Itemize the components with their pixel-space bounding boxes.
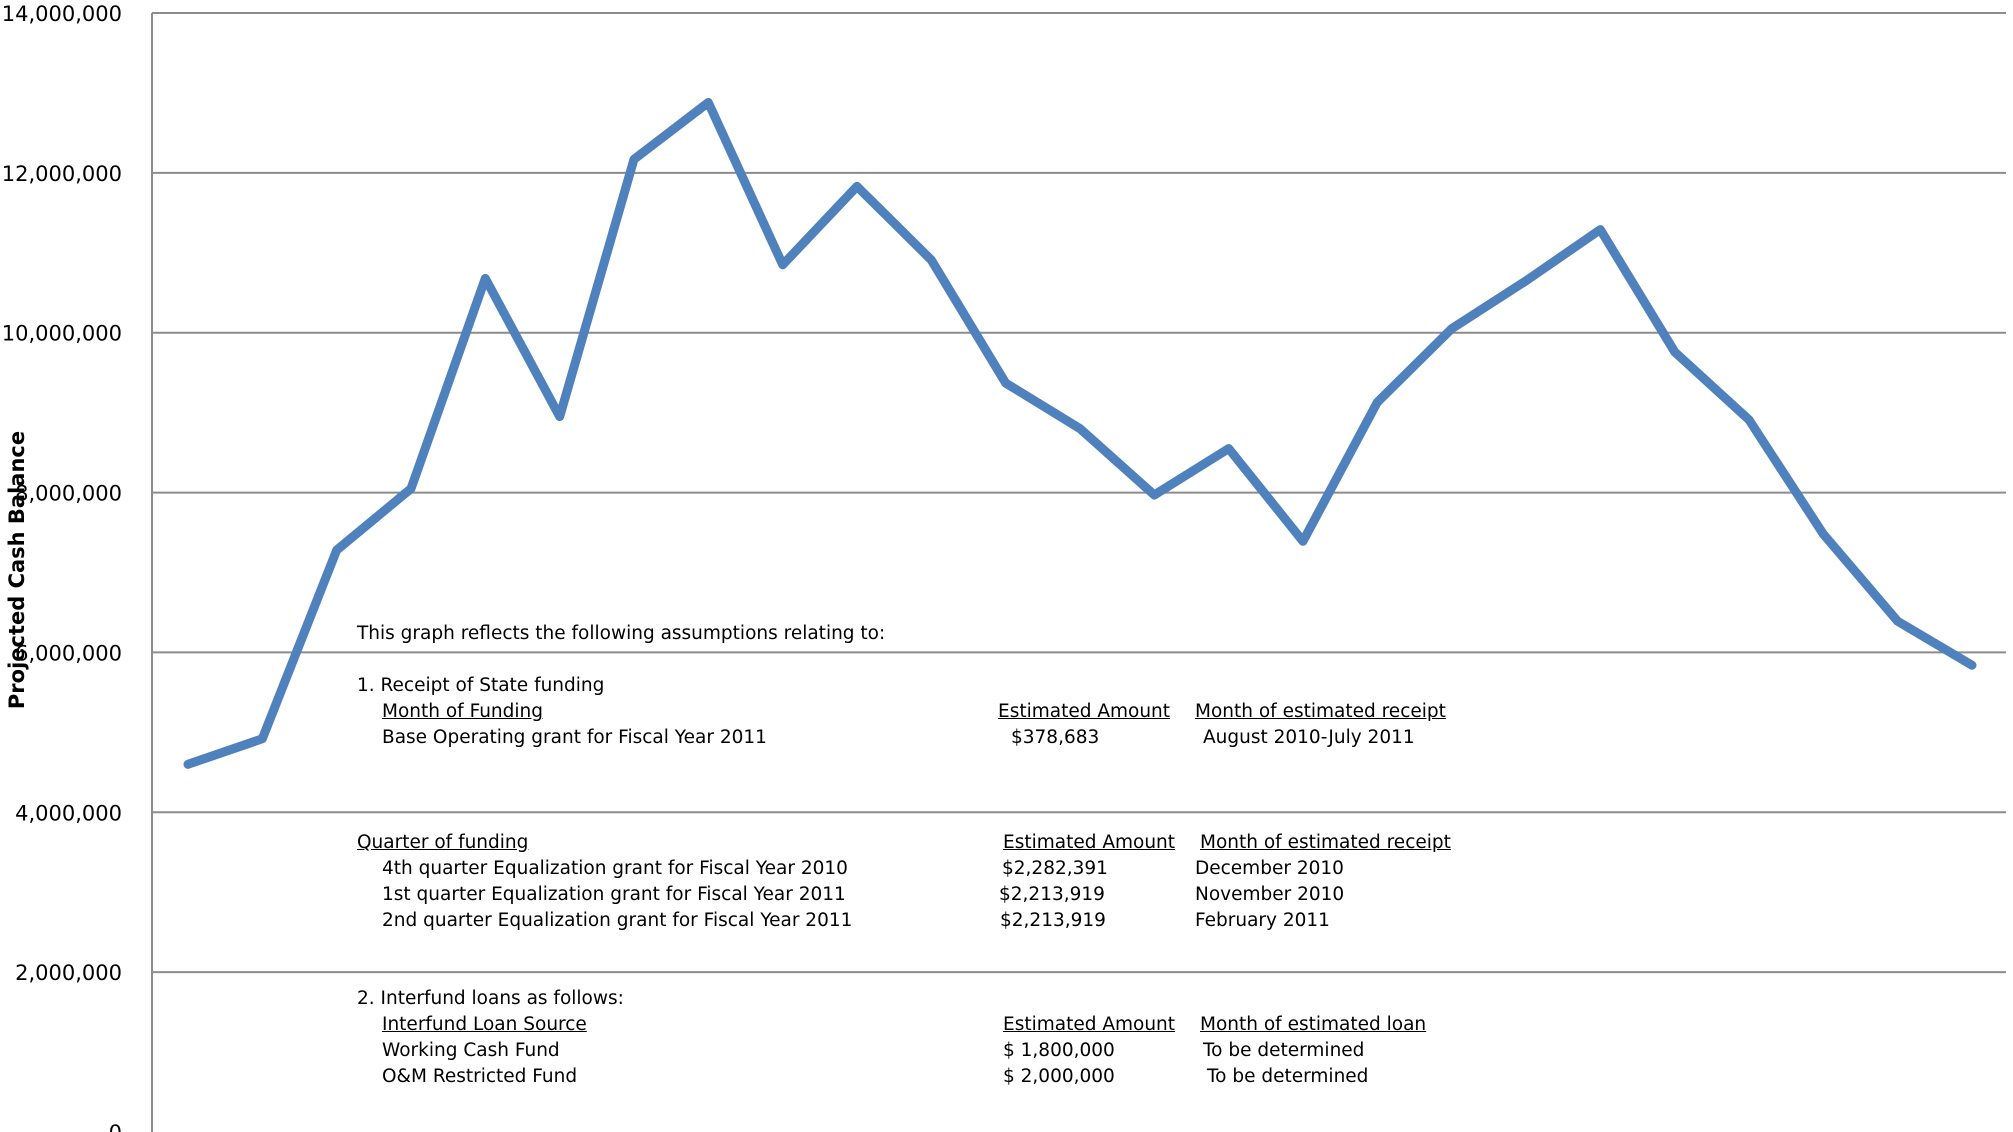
y-tick-label: 4,000,000 (15, 801, 122, 825)
data-point (261, 738, 263, 740)
data-point (782, 264, 784, 266)
data-point (1897, 620, 1899, 622)
section1-row-amount: $378,683 (1011, 727, 1100, 748)
data-point (1302, 540, 1304, 542)
quarter-col2-header: Estimated Amount (1003, 832, 1176, 853)
y-tick-label: 6,000,000 (15, 641, 122, 665)
data-point (1599, 229, 1601, 231)
section1-col3-header: Month of estimated receipt (1195, 701, 1446, 722)
data-point (633, 158, 635, 160)
quarter-col3-header: Month of estimated receipt (1200, 832, 1451, 853)
quarter-row-label: 4th quarter Equalization grant for Fisca… (382, 858, 848, 879)
y-axis-label: Projected Cash Balance (5, 431, 29, 709)
quarter-row-label: 2nd quarter Equalization grant for Fisca… (382, 910, 853, 931)
data-point (484, 277, 486, 279)
quarter-row-amount: $2,213,919 (999, 884, 1105, 905)
y-tick-label: 10,000,000 (2, 322, 122, 346)
section1-col1-header: Month of Funding (382, 701, 544, 722)
section2-col3-header: Month of estimated loan (1200, 1014, 1427, 1035)
section1-heading: 1. Receipt of State funding (357, 675, 605, 696)
data-point (559, 416, 561, 418)
gridlines (152, 12, 2006, 974)
quarter-col1-header: Quarter of funding (357, 832, 529, 853)
section2-row-label: O&M Restricted Fund (382, 1066, 578, 1087)
y-tick-label: 12,000,000 (2, 162, 122, 186)
quarter-row-amount: $2,282,391 (1002, 858, 1108, 879)
data-point (336, 549, 338, 551)
quarter-row-month: December 2010 (1195, 858, 1344, 879)
section1-col2-header: Estimated Amount (998, 701, 1171, 722)
data-point (1822, 533, 1824, 535)
data-point (1674, 351, 1676, 353)
data-point (187, 763, 189, 765)
data-point (1376, 401, 1378, 403)
data-point (1005, 382, 1007, 384)
section2-row-label: Working Cash Fund (382, 1040, 560, 1061)
data-point (1748, 419, 1750, 421)
y-tick-labels: 0 2,000,000 4,000,000 6,000,000 8,000,000 10,… (2, 2, 122, 1132)
data-point (1153, 494, 1155, 496)
y-tick-label: 0 (109, 1121, 122, 1132)
series-line (183, 98, 1977, 769)
section2-col1-header: Interfund Loan Source (382, 1014, 587, 1035)
section2-row-month: To be determined (1207, 1066, 1369, 1087)
data-point (1079, 428, 1081, 430)
quarter-row-amount: $2,213,919 (1000, 910, 1106, 931)
quarter-row-month: November 2010 (1195, 884, 1345, 905)
section2-row-amount: $ 1,800,000 (1003, 1040, 1115, 1061)
data-point (707, 102, 709, 103)
section2-col2-header: Estimated Amount (1003, 1014, 1176, 1035)
data-point (1228, 448, 1230, 450)
quarter-row-label: 1st quarter Equalization grant for Fisca… (382, 884, 846, 905)
data-point (1451, 328, 1453, 330)
data-point (1971, 664, 1973, 666)
notes-intro: This graph reflects the following assump… (357, 623, 886, 644)
y-tick-label: 14,000,000 (2, 2, 122, 26)
data-point (1525, 280, 1527, 282)
section2-heading: 2. Interfund loans as follows: (357, 988, 624, 1009)
section2-row-amount: $ 2,000,000 (1003, 1066, 1115, 1087)
series-layer (183, 98, 1977, 769)
data-point (410, 488, 412, 490)
section2-row-month: To be determined (1203, 1040, 1365, 1061)
section1-row-label: Base Operating grant for Fiscal Year 201… (382, 727, 767, 748)
data-point (856, 185, 858, 187)
data-point (930, 259, 932, 261)
quarter-row-month: February 2011 (1195, 910, 1330, 931)
y-tick-label: 2,000,000 (15, 961, 122, 985)
section1-row-month: August 2010-July 2011 (1203, 727, 1415, 748)
y-tick-label: 8,000,000 (15, 482, 122, 506)
